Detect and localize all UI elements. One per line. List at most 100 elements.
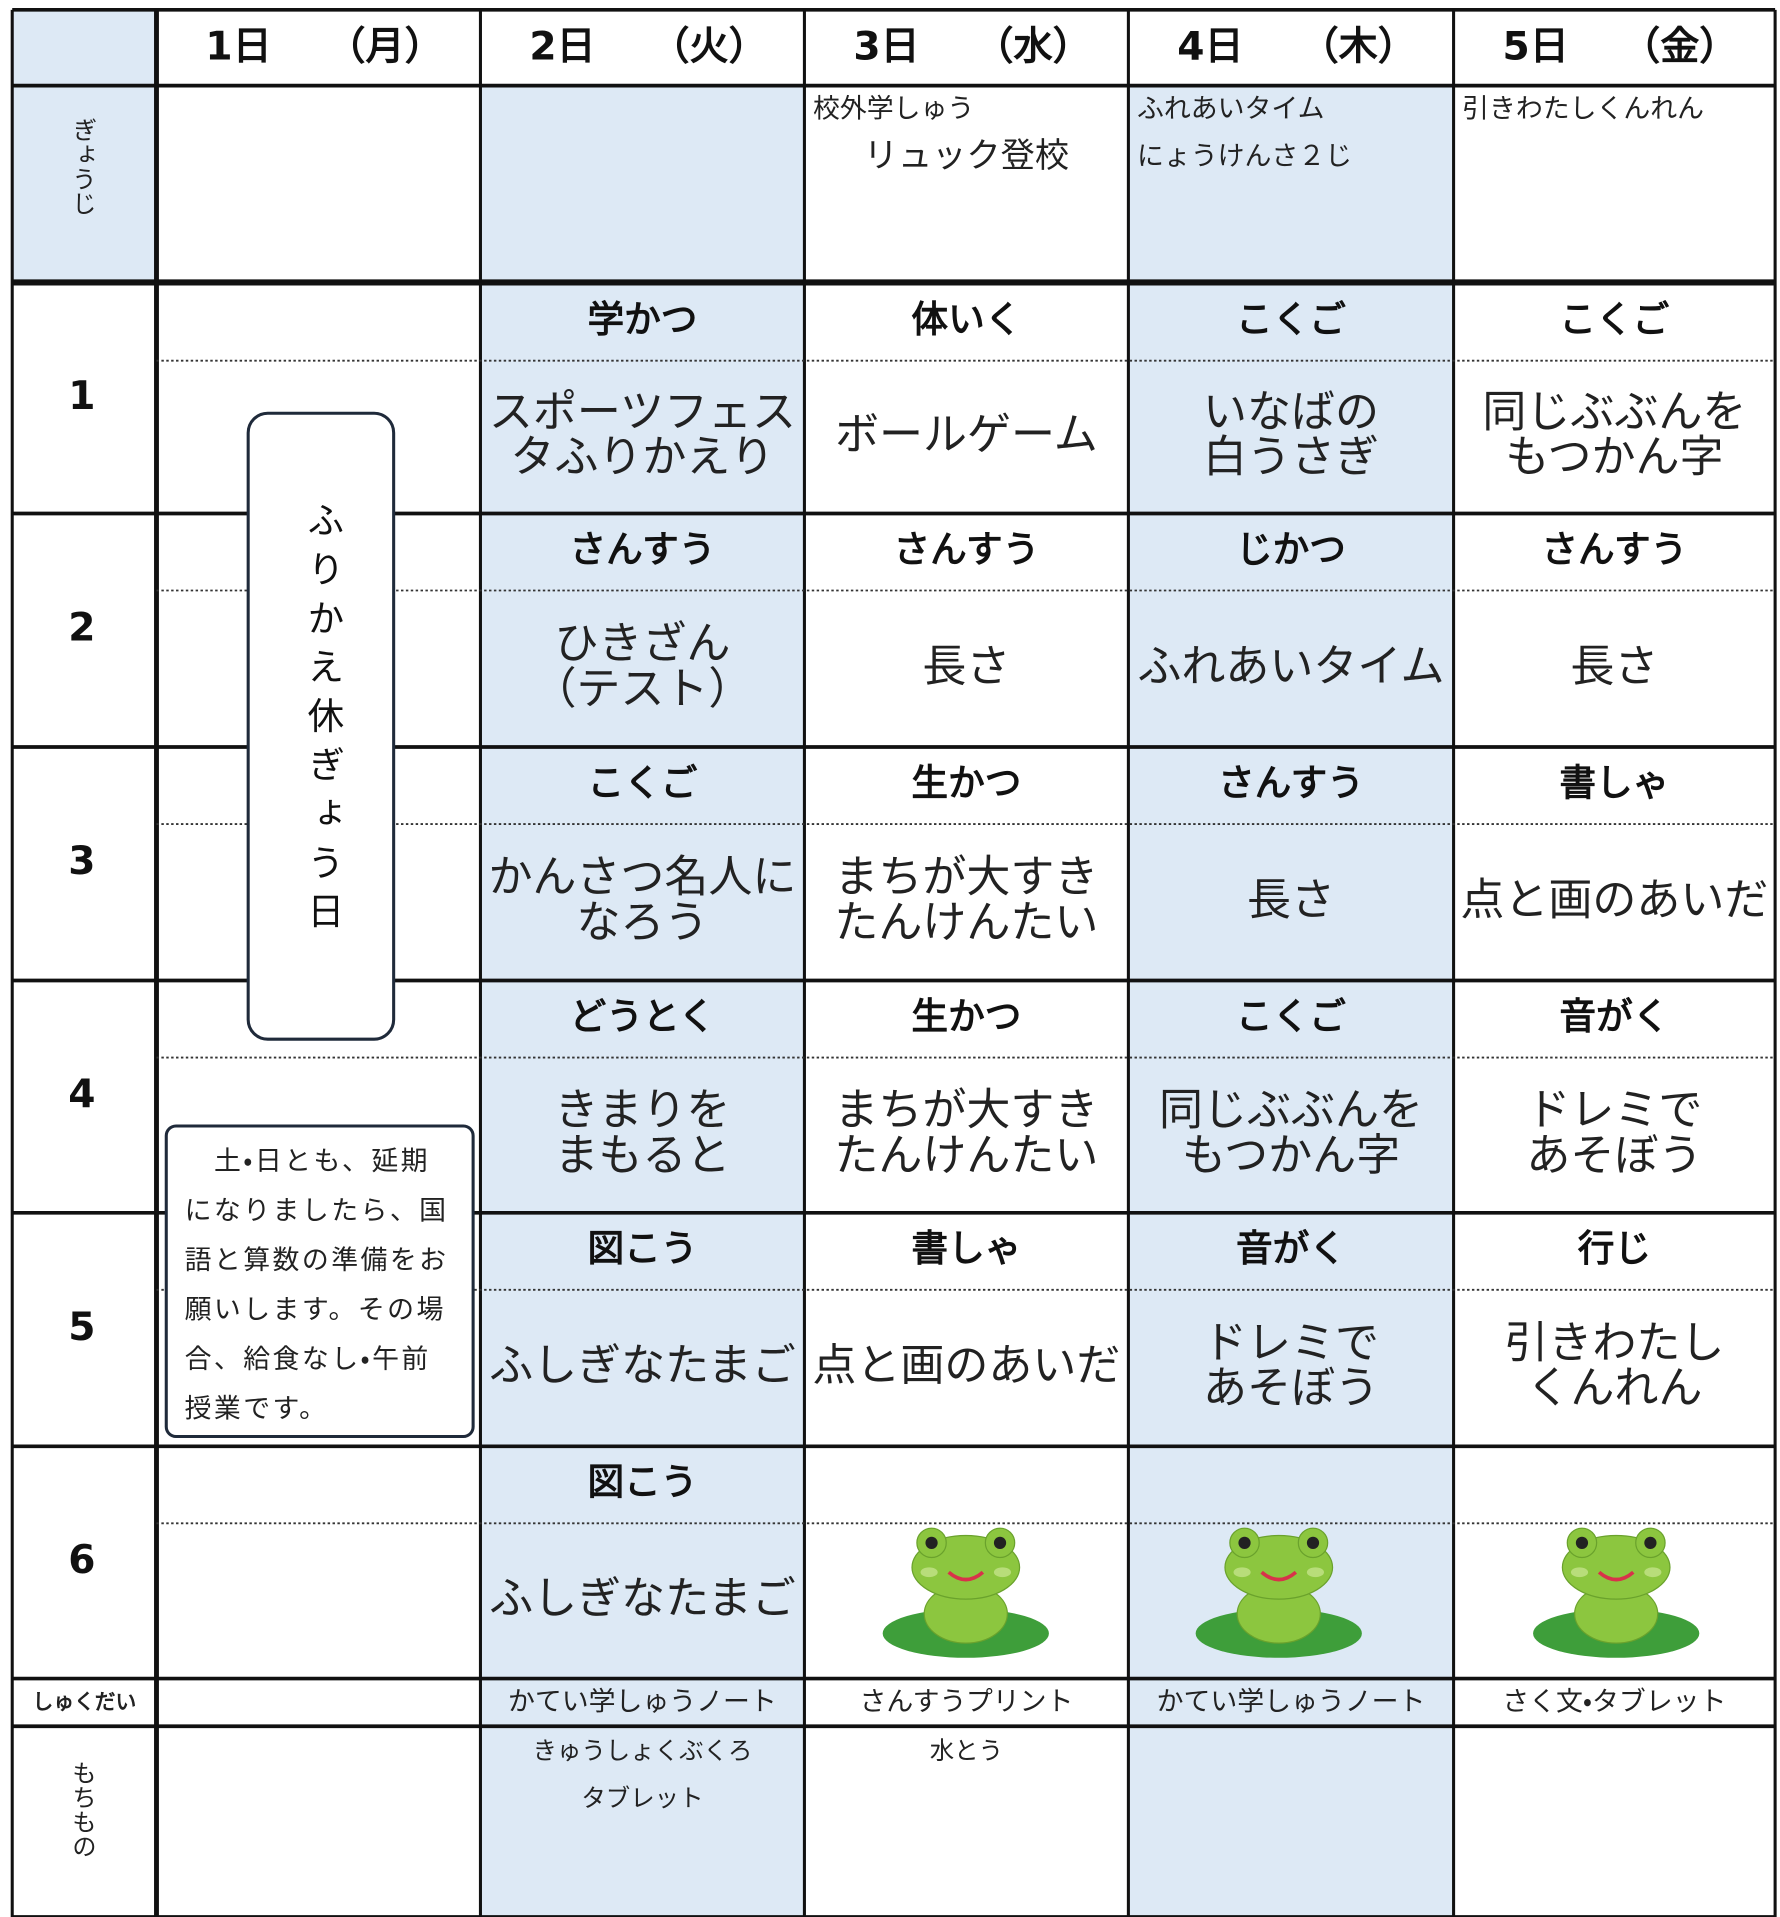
subject: 行じ [1578, 1227, 1651, 1270]
lesson-content: 同じぶぶんを [1482, 386, 1746, 437]
period-label: 5 [68, 1305, 95, 1350]
holiday-box [246, 411, 396, 1041]
day-label: 2日 [529, 24, 595, 69]
cell-bg [804, 1212, 1129, 1447]
lesson-content: 引きわたし [1504, 1317, 1724, 1368]
cell-bg [156, 1446, 481, 1679]
cell-bg [1453, 747, 1776, 981]
cell-bg [156, 1678, 481, 1727]
cell-bg [804, 1726, 1129, 1917]
notice-line: 土・日とも、延期 [214, 1146, 430, 1177]
cell-bg [1128, 1212, 1454, 1447]
cell-bg [480, 513, 805, 748]
row-label: ぎょうじ [69, 117, 98, 215]
cell-bg [1128, 283, 1454, 514]
cell-bg [12, 980, 157, 1213]
notice-line: 合、給食なし・午前 [185, 1344, 431, 1375]
cell-bg [12, 1678, 157, 1727]
cell-bg [12, 85, 157, 282]
subject: 図こう [587, 1461, 697, 1504]
backgrounds [12, 9, 1776, 1917]
period-label: 4 [68, 1072, 95, 1117]
cell-bg [1453, 9, 1776, 86]
subject: こくご [587, 761, 697, 804]
holiday-text: ふりかえ休ぎょう日 [301, 501, 344, 941]
cell-bg [12, 513, 157, 748]
cell-bg [1128, 9, 1454, 86]
lesson-content: 点と画のあいだ [1460, 874, 1768, 925]
subject: さんすう [1218, 761, 1364, 804]
cell-bg [480, 283, 805, 514]
subject: 図こう [587, 1227, 697, 1270]
lesson-content: ふしぎなたまご [489, 1340, 796, 1391]
cell-bg [1128, 85, 1454, 282]
lesson-content: あそぼう [1203, 1363, 1379, 1414]
subject: 書しゃ [1559, 761, 1669, 804]
lesson-content: くんれん [1526, 1363, 1702, 1414]
lesson-content: あそぼう [1526, 1130, 1702, 1181]
cell-bg [1128, 513, 1454, 748]
notice: 土・日とも、延期になりましたら、国語と算数の準備をお願いします。その場合、給食な… [185, 1146, 449, 1425]
day-label: 1日 [205, 24, 271, 69]
cell-bg [480, 9, 805, 86]
cell-bg [1128, 1678, 1454, 1727]
lesson-content: （テスト） [532, 663, 752, 714]
lesson-content: ドレミで [1203, 1317, 1379, 1368]
homework: さんすうプリント [859, 1687, 1073, 1718]
cell-bg [1453, 85, 1776, 282]
lesson-content: もつかん字 [1182, 1130, 1400, 1181]
notice-line: になりましたら、国 [185, 1196, 449, 1227]
subject: さんすう [1541, 528, 1687, 571]
subject: こくご [1559, 298, 1669, 341]
lesson-content: 長さ [1570, 641, 1658, 692]
cell-bg [12, 1212, 157, 1447]
cell-bg [480, 85, 805, 282]
day-label: 5日 [1502, 24, 1568, 69]
cell-bg [480, 980, 805, 1213]
belongings: 水とう [930, 1736, 1003, 1765]
subject: 体いく [911, 298, 1021, 341]
cell-bg [156, 85, 481, 282]
cell-bg [1453, 1212, 1776, 1447]
lesson-content: きまりを [554, 1085, 730, 1136]
notice-line: 語と算数の準備をお [185, 1245, 449, 1276]
subject: こくご [1236, 995, 1346, 1038]
cell-bg [156, 1726, 481, 1917]
cell-bg [1128, 980, 1454, 1213]
subject: 書しゃ [911, 1227, 1021, 1270]
subject: 学かつ [587, 298, 697, 341]
cell-bg [480, 747, 805, 981]
grid [10, 7, 1777, 1917]
cell-bg [804, 85, 1129, 282]
notice-box [164, 1124, 475, 1439]
subject: 生かつ [911, 761, 1021, 804]
subject: じかつ [1236, 528, 1346, 571]
weekday-label: （木） [1300, 24, 1417, 69]
subject: 音がく [1236, 1227, 1346, 1270]
lesson-content: ひきざん [554, 618, 730, 669]
cell-bg [480, 1726, 805, 1917]
lesson-content: スポーツフェス [489, 386, 796, 437]
lesson-content: 同じぶぶんを [1159, 1085, 1423, 1136]
lesson-content: たんけんたい [834, 897, 1098, 948]
cell-bg [804, 513, 1129, 748]
lesson-content: ドレミで [1526, 1085, 1702, 1136]
weekday-label: （金） [1621, 24, 1738, 69]
period-label: 1 [68, 374, 95, 419]
event-text: ふれあいタイム [1137, 94, 1325, 125]
homework: さく文・タブレット [1502, 1687, 1726, 1718]
cell-bg [480, 1678, 805, 1727]
cell-bg [804, 1678, 1129, 1727]
cell-bg [804, 283, 1129, 514]
lesson-content: たんけんたい [834, 1130, 1098, 1181]
homework: かてい学しゅうノート [1157, 1687, 1426, 1718]
event-text: リュック登校 [864, 136, 1069, 176]
cell-bg [1128, 747, 1454, 981]
lesson-content: 長さ [1247, 874, 1335, 925]
cell-bg [12, 9, 157, 86]
subject: どうとく [570, 995, 716, 1038]
event-text: 校外学しゅう [813, 94, 974, 125]
